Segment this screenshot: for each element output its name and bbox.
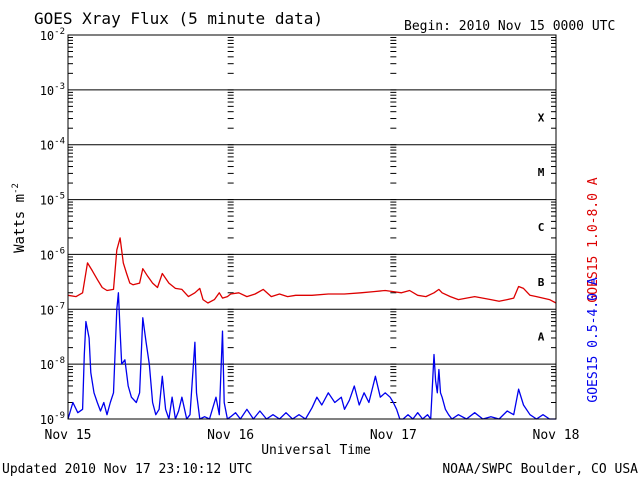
y-tick-base: 10 (40, 139, 54, 153)
x-tick-labels: Nov 15 Nov 16 Nov 17 Nov 18 (45, 428, 580, 443)
x-tick-label: Nov 16 (207, 428, 254, 443)
y-tick-labels: 10-210-310-410-510-610-710-810-9 (40, 27, 65, 427)
grid (68, 89, 556, 365)
flare-class-label: M (538, 166, 545, 179)
y-tick-base: 10 (40, 413, 54, 427)
y-tick-exponent: -9 (54, 411, 65, 421)
x-tick-label: Nov 18 (533, 428, 580, 443)
flare-class-label: B (538, 276, 545, 289)
y-tick-label: 10-8 (40, 356, 65, 372)
legend-series-long: GOES15 1.0-8.0 A (586, 177, 601, 302)
y-tick-label: 10-5 (40, 192, 65, 208)
chart-title: GOES Xray Flux (5 minute data) (34, 9, 323, 28)
y-tick-label: 10-2 (40, 27, 65, 43)
begin-label: Begin: 2010 Nov 15 0000 UTC (404, 19, 615, 34)
x-tick-label: Nov 17 (370, 428, 417, 443)
y-tick-label: 10-9 (40, 411, 65, 427)
series-group (67, 237, 557, 420)
day-tick-marks (227, 37, 397, 420)
legend-series-short: GOES15 0.5-4.0 A (586, 277, 601, 402)
y-axis-label-exponent: -2 (11, 183, 21, 194)
y-tick-exponent: -3 (54, 82, 65, 92)
flare-class-label: A (538, 331, 545, 344)
plot-frame (67, 34, 557, 420)
flare-class-label: C (538, 221, 545, 234)
y-tick-exponent: -8 (54, 356, 65, 366)
series-line-1 (67, 292, 556, 420)
y-tick-base: 10 (40, 29, 54, 43)
y-tick-base: 10 (40, 358, 54, 372)
svg-text:Watts m-2: Watts m-2 (11, 183, 28, 253)
y-tick-label: 10-3 (40, 82, 65, 98)
y-tick-base: 10 (40, 248, 54, 262)
x-tick-label: Nov 15 (45, 428, 92, 443)
y-tick-exponent: -7 (54, 301, 65, 311)
y-tick-exponent: -6 (54, 246, 65, 256)
y-axis-label-text: Watts m (12, 194, 28, 253)
footer-updated: Updated 2010 Nov 17 23:10:12 UTC (2, 462, 252, 477)
y-tick-base: 10 (40, 84, 54, 98)
legend-label-short: GOES15 0.5-4.0 A (586, 277, 601, 402)
y-axis-label: Watts m-2 (11, 183, 28, 253)
y-tick-exponent: -2 (54, 27, 65, 37)
legend-label-long: GOES15 1.0-8.0 A (586, 177, 601, 302)
y-tick-exponent: -5 (54, 192, 65, 202)
minor-ticks (68, 37, 556, 403)
series-line-0 (67, 237, 557, 304)
flare-class-labels: X M C B A (538, 111, 545, 343)
y-tick-label: 10-7 (40, 301, 65, 317)
footer-source: NOAA/SWPC Boulder, CO USA (442, 462, 638, 477)
y-tick-label: 10-6 (40, 246, 65, 262)
flare-class-label: X (538, 111, 545, 124)
y-tick-base: 10 (40, 194, 54, 208)
y-tick-exponent: -4 (54, 137, 65, 147)
y-tick-label: 10-4 (40, 137, 65, 153)
x-axis-label: Universal Time (261, 443, 371, 458)
y-tick-base: 10 (40, 303, 54, 317)
